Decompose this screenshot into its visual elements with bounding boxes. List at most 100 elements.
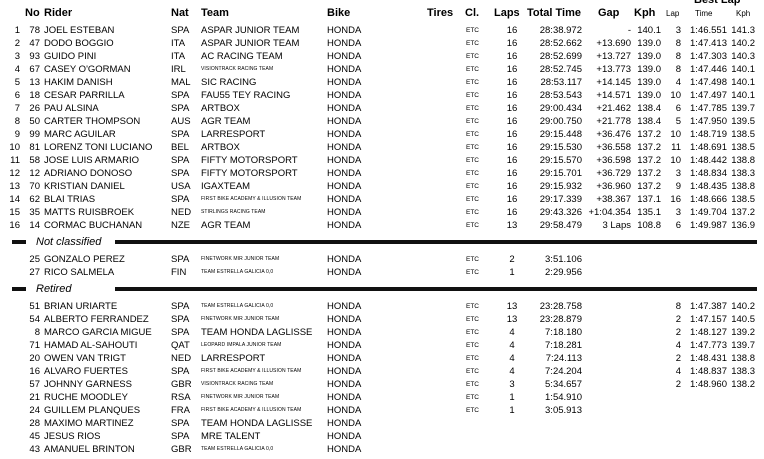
- cell-best-lap: 16: [670, 193, 681, 205]
- cell-kph: 137.2: [637, 180, 661, 192]
- header-rider: Rider: [44, 6, 73, 19]
- cell-laps: 16: [506, 193, 518, 205]
- cell-bike: HONDA: [327, 430, 362, 442]
- cell-kph: 139.0: [637, 50, 661, 62]
- cell-best-lap: 2: [675, 352, 681, 364]
- cell-best-kph: 139.7: [731, 339, 755, 351]
- cell-team: TEAM HONDA LAGLISSE: [201, 417, 313, 429]
- section-marker: [12, 287, 26, 291]
- cell-pos: 4: [14, 63, 20, 75]
- cell-laps: 16: [506, 24, 518, 36]
- cell-laps: 16: [506, 63, 518, 75]
- cell-laps: 1: [509, 266, 515, 278]
- cell-no: 13: [29, 76, 40, 88]
- cell-nat: FIN: [171, 266, 187, 278]
- cell-nat: SPA: [171, 313, 190, 325]
- cell-no: 26: [29, 102, 40, 114]
- header-gap: Gap: [598, 6, 620, 19]
- cell-rider: HAMAD AL-SAHOUTI: [44, 339, 138, 351]
- cell-rider: OWEN VAN TRIGT: [44, 352, 126, 364]
- cell-best-kph: 138.5: [731, 128, 755, 140]
- cell-laps: 13: [506, 313, 518, 325]
- section-bar: [115, 287, 757, 291]
- cell-total: 7:24.113: [545, 352, 582, 364]
- cell-gap: +38.367: [596, 193, 631, 205]
- cell-team: TEAM HONDA LAGLISSE: [201, 326, 313, 338]
- cell-no: 18: [29, 89, 40, 101]
- cell-bike: HONDA: [327, 180, 362, 192]
- cell-laps: 16: [506, 141, 518, 153]
- cell-kph: 139.0: [637, 89, 661, 101]
- cell-laps: 4: [509, 352, 515, 364]
- cell-no: 78: [29, 24, 40, 36]
- cell-pos: 6: [14, 89, 20, 101]
- cell-rider: RUCHE MOODLEY: [44, 391, 128, 403]
- cell-cl: ETC: [466, 341, 479, 349]
- cell-best-kph: 138.3: [731, 365, 755, 377]
- cell-cl: ETC: [466, 65, 479, 73]
- cell-rider: BLAI TRIAS: [44, 193, 96, 205]
- cell-total: 29:15.448: [539, 128, 582, 140]
- cell-bike: HONDA: [327, 326, 362, 338]
- cell-laps: 16: [506, 102, 518, 114]
- cell-laps: 16: [506, 115, 518, 127]
- cell-cl: ETC: [466, 78, 479, 86]
- cell-no: 27: [29, 266, 40, 278]
- cell-best-time: 1:46.551: [690, 24, 727, 36]
- cell-rider: MAXIMO MARTINEZ: [44, 417, 134, 429]
- cell-kph: 137.2: [637, 141, 661, 153]
- cell-total: 29:15.701: [539, 167, 582, 179]
- cell-no: 45: [29, 430, 40, 442]
- section-title: Not classified: [36, 236, 102, 248]
- cell-total: 7:18.180: [545, 326, 582, 338]
- cell-cl: ETC: [466, 221, 479, 229]
- section-title: Retired: [36, 283, 72, 295]
- cell-gap: +14.145: [596, 76, 631, 88]
- cell-pos: 11: [10, 154, 20, 166]
- cell-gap: +36.960: [596, 180, 631, 192]
- cell-best-time: 1:48.834: [690, 167, 727, 179]
- cell-best-time: 1:48.435: [690, 180, 727, 192]
- cell-best-time: 1:49.987: [690, 219, 727, 231]
- cell-no: 67: [29, 63, 40, 75]
- cell-best-time: 1:47.387: [690, 300, 727, 312]
- cell-best-time: 1:48.719: [690, 128, 727, 140]
- cell-rider: JESUS RIOS: [44, 430, 101, 442]
- cell-cl: ETC: [466, 195, 479, 203]
- cell-nat: MAL: [171, 76, 191, 88]
- cell-pos: 1: [14, 24, 20, 36]
- cell-kph: 138.4: [637, 102, 661, 114]
- cell-best-kph: 138.2: [731, 378, 755, 390]
- cell-kph: 137.2: [637, 167, 661, 179]
- cell-bike: HONDA: [327, 50, 362, 62]
- cell-best-time: 1:47.773: [690, 339, 727, 351]
- cell-bike: HONDA: [327, 352, 362, 364]
- cell-nat: RSA: [171, 391, 191, 403]
- header-nat: Nat: [171, 6, 189, 19]
- cell-pos: 7: [14, 102, 20, 114]
- cell-team: FINETWORK MIR JUNIOR TEAM: [201, 393, 280, 400]
- cell-no: 99: [29, 128, 40, 140]
- cell-kph: 139.0: [637, 37, 661, 49]
- cell-team: FIFTY MOTORSPORT: [201, 167, 298, 179]
- cell-team: VISIONTRACK RACING TEAM: [201, 65, 274, 72]
- header-team: Team: [201, 6, 229, 19]
- cell-best-lap: 8: [675, 300, 681, 312]
- cell-bike: HONDA: [327, 253, 362, 265]
- cell-total: 29:43.326: [539, 206, 582, 218]
- cell-bike: HONDA: [327, 313, 362, 325]
- cell-pos: 8: [14, 115, 20, 127]
- cell-best-kph: 136.9: [731, 219, 755, 231]
- cell-no: 54: [29, 313, 40, 325]
- cell-best-lap: 10: [670, 89, 681, 101]
- cell-team: VISIONTRACK RACING TEAM: [201, 380, 274, 387]
- cell-team: STIRLINGS RACING TEAM: [201, 208, 266, 215]
- cell-best-lap: 9: [675, 180, 681, 192]
- cell-no: 62: [29, 193, 40, 205]
- cell-best-time: 1:48.431: [690, 352, 727, 364]
- cell-cl: ETC: [466, 393, 479, 401]
- cell-rider: PAU ALSINA: [44, 102, 99, 114]
- cell-bike: HONDA: [327, 219, 362, 231]
- cell-bike: HONDA: [327, 300, 362, 312]
- cell-best-lap: 2: [675, 378, 681, 390]
